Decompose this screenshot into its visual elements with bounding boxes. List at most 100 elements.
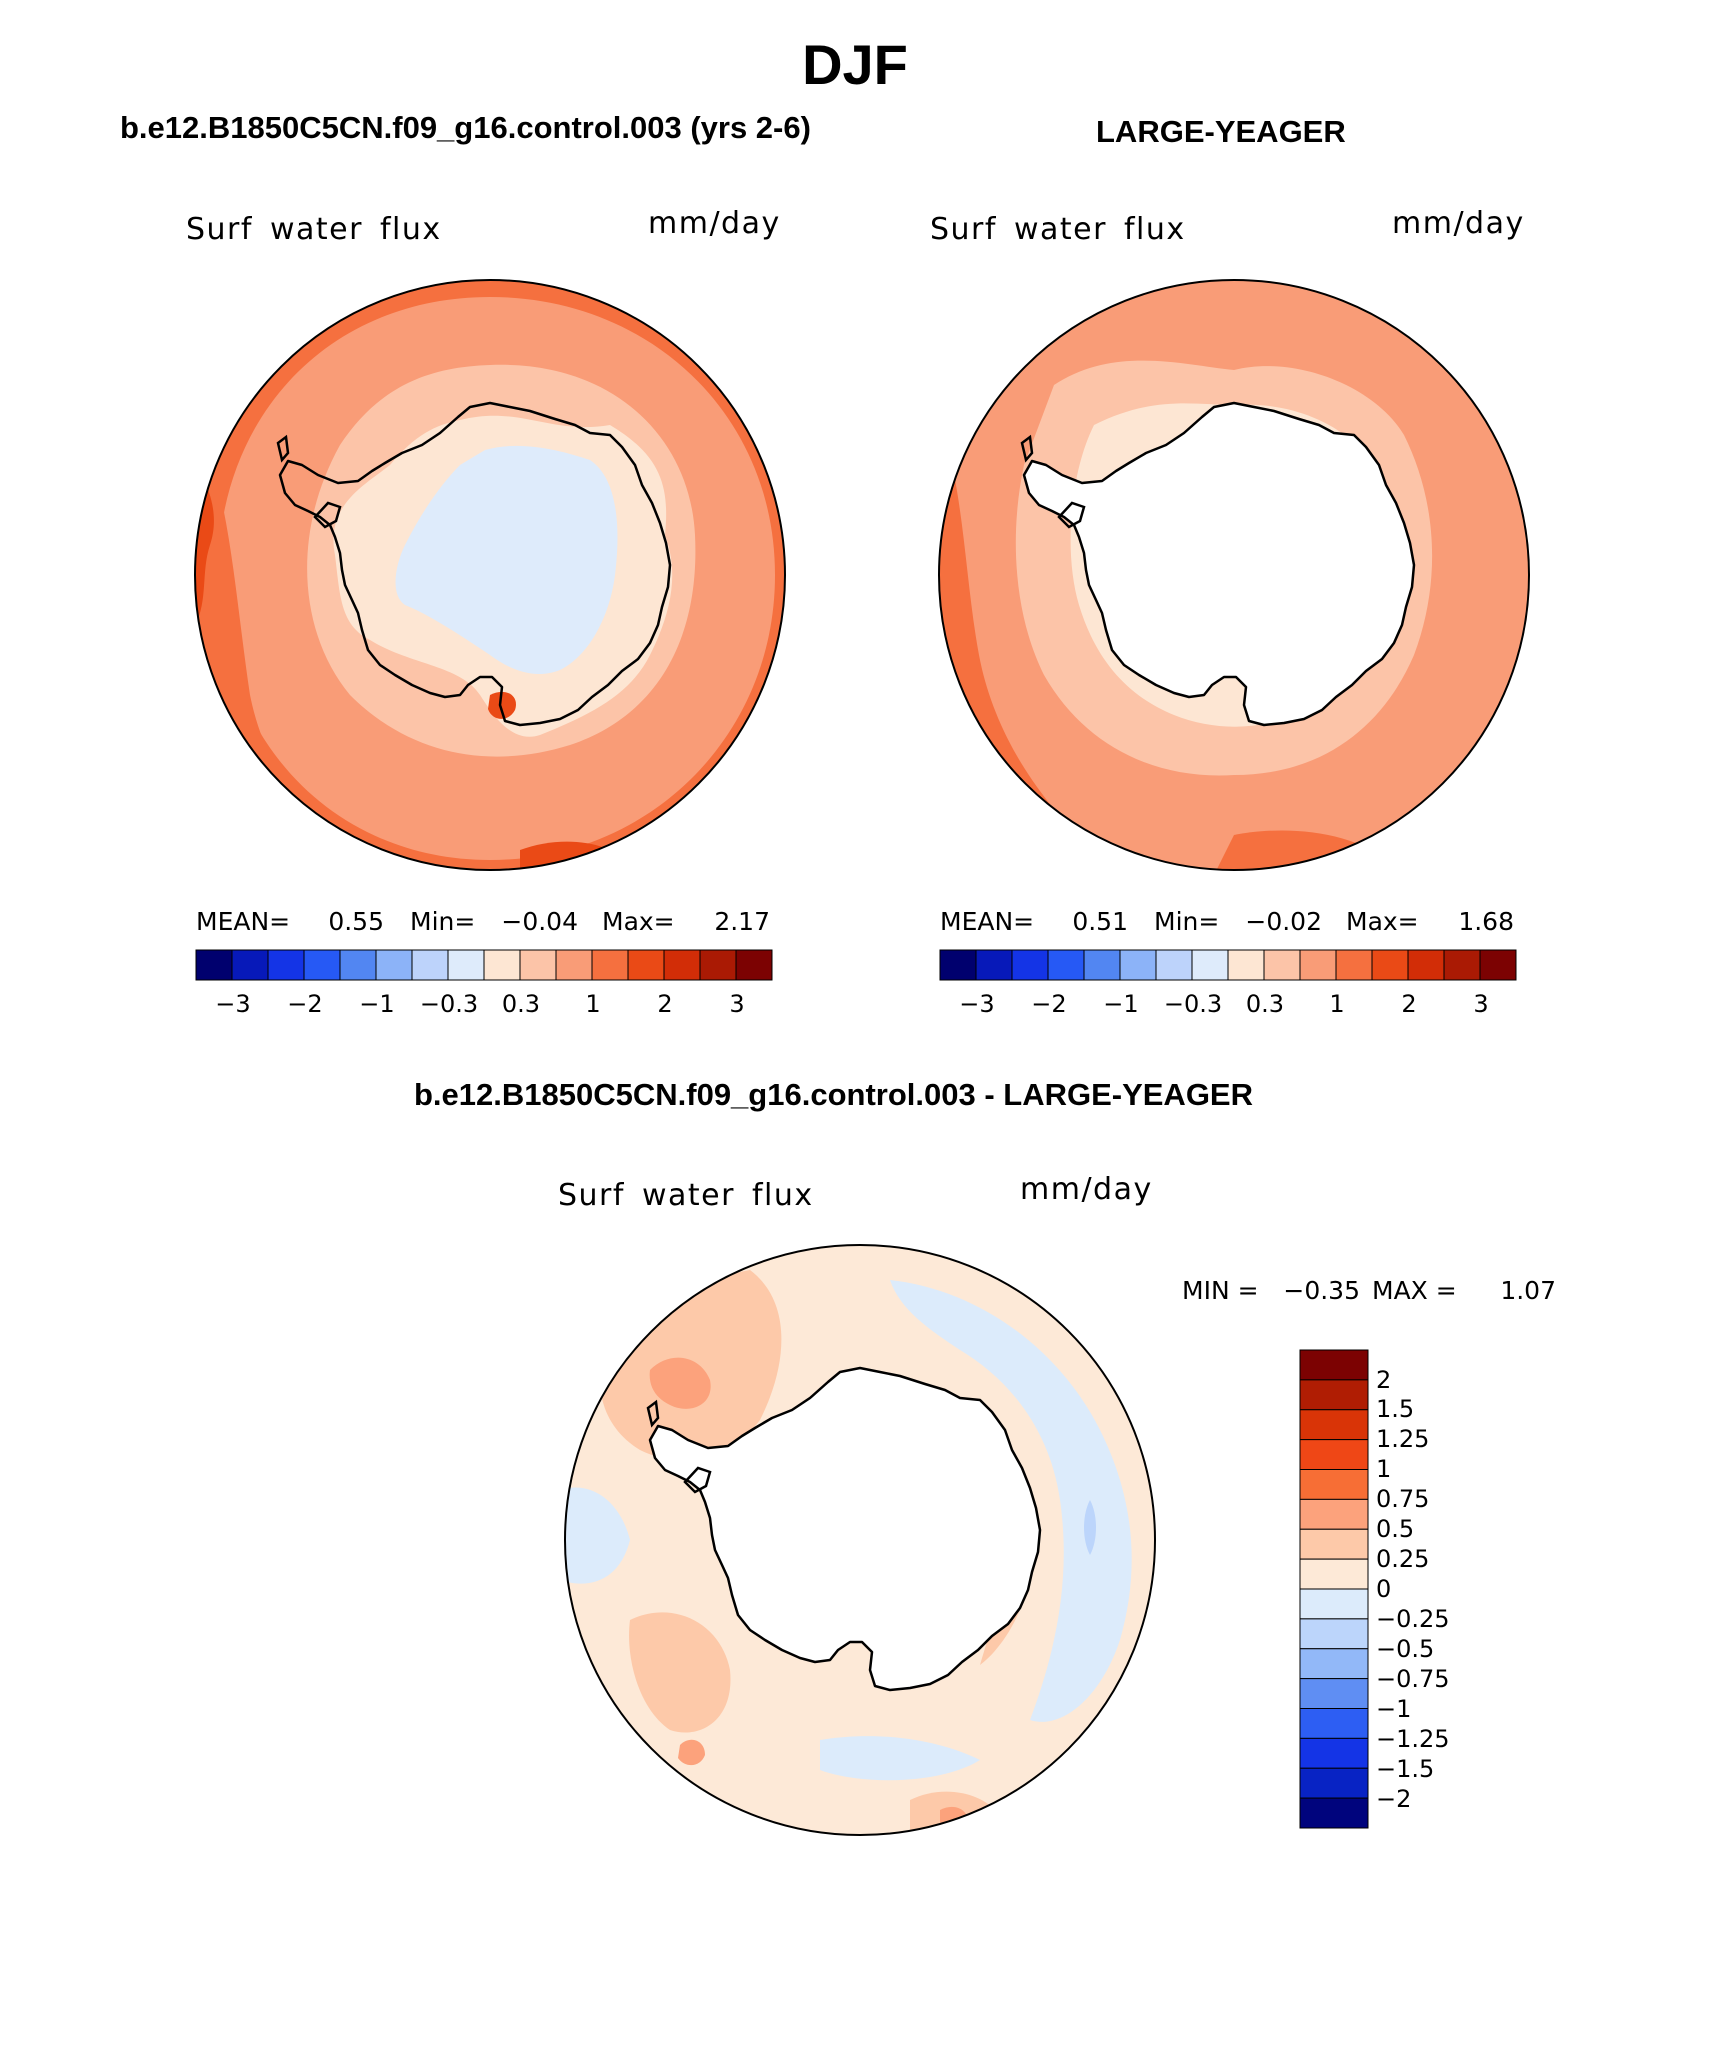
panel3-colorbar-tick: −0.5 — [1376, 1635, 1435, 1663]
panel1-colorbar-tick: −2 — [287, 990, 323, 1018]
panel3-colorbar-tick: 0.75 — [1376, 1485, 1430, 1513]
panel1-colorbar-box — [555, 949, 593, 981]
panel2-colorbar-box — [1083, 949, 1121, 981]
panel2-colorbar-box — [1335, 949, 1373, 981]
panel1-colorbar-box — [519, 949, 557, 981]
panel3-nw-strong — [649, 1357, 711, 1409]
panel1-colorbar-box — [447, 949, 485, 981]
panel1-colorbar-box — [591, 949, 629, 981]
panel3-colorbar-tick: 0 — [1376, 1575, 1392, 1603]
panel2-mean-value: 0.51 — [1072, 907, 1128, 936]
panel3-colorbar-box — [1299, 1767, 1369, 1799]
panel3-colorbar-tick: 0.25 — [1376, 1545, 1430, 1573]
panel2-colorbar-box — [1227, 949, 1265, 981]
panel2-colorbar-tick: 2 — [1401, 990, 1417, 1018]
panel2-colorbar-tick: 1 — [1329, 990, 1345, 1018]
panel1-map-border — [194, 279, 786, 871]
panel1-colorbar-tick: 0.3 — [501, 990, 541, 1018]
panel2-colorbar-tick: 0.3 — [1245, 990, 1285, 1018]
panel3-colorbar-tick: −1 — [1376, 1695, 1412, 1723]
panel3-colorbar-box — [1299, 1498, 1369, 1530]
panel2-polar-map — [938, 279, 1530, 871]
panel1-colorbar-box — [303, 949, 341, 981]
panel2-variable-label: Surf water flux — [930, 212, 1186, 247]
panel3-colorbar-box — [1299, 1588, 1369, 1620]
panel1-mean-value: 0.55 — [328, 907, 384, 936]
panel1-colorbar-box — [195, 949, 233, 981]
panel1-polar-map — [194, 279, 786, 871]
panel1-units-label: mm/day — [648, 206, 781, 241]
panel2-colorbar-box — [1479, 949, 1517, 981]
panel2-colorbar-box — [1011, 949, 1049, 981]
panel2-colorbar-tick: −1 — [1103, 990, 1139, 1018]
panel2-colorbar-box — [1191, 949, 1229, 981]
panel1-mean-label: MEAN= — [196, 907, 291, 936]
panel3-south-negative — [820, 1736, 980, 1781]
panel3-polar-map — [564, 1244, 1156, 1836]
panel3-colorbar-tick: 0.5 — [1376, 1515, 1415, 1543]
panel3-max-label: MAX = — [1372, 1276, 1457, 1305]
panel1-colorbar-tick: 1 — [585, 990, 601, 1018]
panel1-colorbar-box — [663, 949, 701, 981]
panel3-min-value: −0.35 — [1283, 1276, 1360, 1305]
panel3-colorbar-box — [1299, 1558, 1369, 1590]
panel3-colorbar-box — [1299, 1379, 1369, 1411]
panel3-east-negative-core — [1084, 1500, 1096, 1555]
panel3-colorbar-box — [1299, 1469, 1369, 1500]
panel1-colorbar-box — [483, 949, 521, 981]
panel1-colorbar-tick: −1 — [359, 990, 395, 1018]
panel1-max-label: Max= — [602, 907, 675, 936]
panel1-antarctica-coastline — [278, 401, 672, 727]
panel3-west-negative — [565, 1487, 630, 1584]
panel2-colorbar-box — [939, 949, 977, 981]
panel1-colorbar — [195, 949, 773, 981]
panel2-min-value: −0.02 — [1245, 907, 1322, 936]
panel2-mean-label: MEAN= — [940, 907, 1035, 936]
panel3-colorbar-tick: 2 — [1376, 1366, 1392, 1394]
panel1-min-value: −0.04 — [501, 907, 578, 936]
panel3-colorbar-box — [1299, 1439, 1369, 1470]
panel2-colorbar-box — [1263, 949, 1301, 981]
panel1-colorbar-box — [267, 949, 305, 981]
panel2-colorbar-box — [1299, 949, 1337, 981]
panel2-colorbar-box — [1119, 949, 1157, 981]
panel1-continent-negative — [395, 445, 618, 675]
panel1-variable-label: Surf water flux — [186, 212, 442, 247]
panel3-sw-positive — [629, 1612, 731, 1733]
panel3-colorbar-tick: −1.5 — [1376, 1755, 1435, 1783]
panel2-colorbar-tick: −2 — [1031, 990, 1067, 1018]
panel3-colorbar-box — [1299, 1708, 1369, 1739]
panel1-colorbar-box — [699, 949, 737, 981]
panel3-colorbar-box — [1299, 1528, 1369, 1560]
panel3-variable-label: Surf water flux — [558, 1178, 814, 1213]
panel1-colorbar-tick: −3 — [215, 990, 251, 1018]
panel2-colorbar — [939, 949, 1517, 981]
panel2-title: LARGE-YEAGER — [1096, 114, 1346, 149]
panel3-land-mask — [650, 1368, 1040, 1690]
panel3-antarctica-coastline — [648, 1366, 1042, 1692]
panel2-min-label: Min= — [1154, 907, 1220, 936]
panel2-map-border — [938, 279, 1530, 871]
panel3-colorbar — [1299, 1349, 1369, 1829]
panel3-min-label: MIN = — [1182, 1276, 1259, 1305]
panel3-colorbar-tick: −2 — [1376, 1785, 1412, 1813]
panel1-colorbar-box — [627, 949, 665, 981]
panel3-east-negative-band — [890, 1280, 1132, 1722]
panel2-max-label: Max= — [1346, 907, 1419, 936]
panel1-peninsula-outline — [276, 434, 342, 529]
panel3-colorbar-tick: −0.25 — [1376, 1605, 1450, 1633]
panel3-colorbar-tick: −0.75 — [1376, 1665, 1450, 1693]
panel2-units-label: mm/day — [1392, 206, 1525, 241]
panel2-colorbar-tick: −0.3 — [1163, 990, 1223, 1018]
panel3-sw-strong — [678, 1739, 705, 1766]
panel3-colorbar-box — [1299, 1409, 1369, 1441]
panel1-title: b.e12.B1850C5CN.f09_g16.control.003 (yrs… — [120, 110, 811, 145]
panel3-peninsula-outline — [646, 1399, 712, 1494]
panel3-colorbar-box — [1299, 1648, 1369, 1680]
panel1-colorbar-tick: 2 — [657, 990, 673, 1018]
figure-title: DJF — [802, 33, 908, 96]
panel1-colorbar-tick: −0.3 — [419, 990, 479, 1018]
panel2-antarctica-coastline — [1022, 401, 1416, 727]
panel3-colorbar-box — [1299, 1618, 1369, 1650]
panel3-max-value: 1.07 — [1500, 1276, 1556, 1305]
